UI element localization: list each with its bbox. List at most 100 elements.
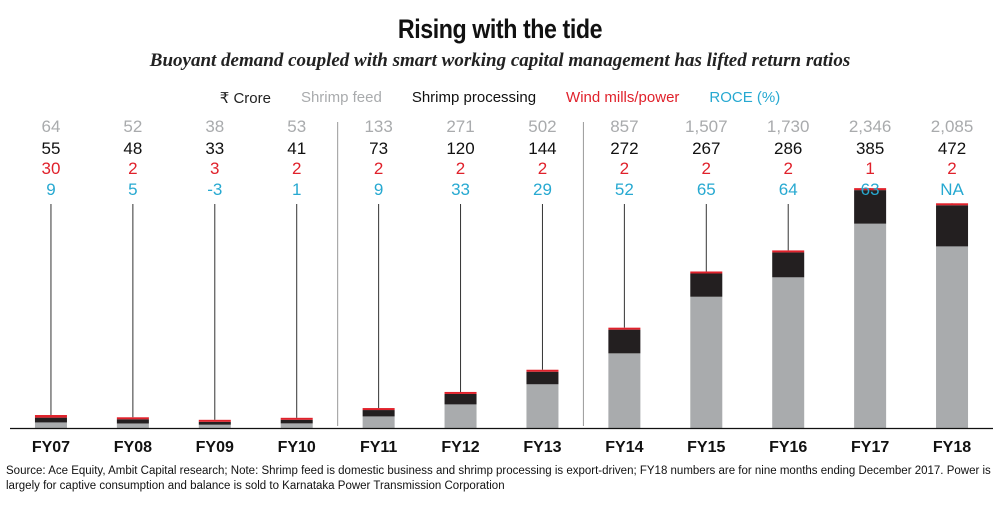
label-roce: 29: [533, 180, 552, 199]
label-shrimp-processing: 472: [938, 139, 966, 158]
label-shrimp-feed: 52: [123, 117, 142, 136]
legend-unit: ₹ Crore: [219, 90, 271, 107]
label-shrimp-feed: 2,346: [849, 117, 892, 136]
label-shrimp-feed: 38: [205, 117, 224, 136]
bar-shrimp-feed: [280, 423, 313, 428]
bar-wind-power: [34, 415, 67, 418]
bar-shrimp-feed: [116, 423, 149, 428]
x-tick-label: FY12: [441, 439, 479, 456]
bar-shrimp-feed: [526, 384, 559, 428]
label-wind-power: 2: [292, 159, 301, 178]
x-tick-label: FY07: [32, 439, 70, 456]
label-roce: 63: [861, 180, 880, 199]
bar-shrimp-feed: [936, 246, 969, 428]
label-roce: 64: [779, 180, 798, 199]
bar-wind-power: [854, 188, 887, 191]
label-shrimp-processing: 33: [205, 139, 224, 158]
bar-wind-power: [444, 391, 477, 394]
bar-shrimp-processing: [198, 421, 231, 425]
bar-wind-power: [772, 250, 805, 253]
label-roce: 9: [46, 180, 55, 199]
bar-shrimp-feed: [198, 424, 231, 428]
bar-shrimp-feed: [690, 296, 723, 428]
label-roce: 33: [451, 180, 470, 199]
x-tick-label: FY09: [196, 439, 234, 456]
x-tick-label: FY10: [278, 439, 316, 456]
label-shrimp-processing: 286: [774, 139, 802, 158]
label-shrimp-feed: 271: [446, 117, 474, 136]
bar-shrimp-feed: [608, 353, 641, 428]
label-roce: 1: [292, 180, 301, 199]
bar-shrimp-feed: [444, 404, 477, 428]
label-shrimp-processing: 48: [123, 139, 142, 158]
bar-shrimp-processing: [526, 371, 559, 385]
label-shrimp-feed: 857: [610, 117, 638, 136]
x-tick-label: FY14: [605, 439, 643, 456]
legend-wind-power: Wind mills/power: [566, 89, 680, 106]
label-shrimp-processing: 120: [446, 139, 474, 158]
bar-shrimp-processing: [362, 410, 395, 417]
legend-shrimp-processing: Shrimp processing: [411, 89, 537, 106]
bar-shrimp-processing: [854, 190, 887, 224]
label-shrimp-feed: 1,730: [767, 117, 810, 136]
label-wind-power: 2: [128, 159, 137, 178]
label-shrimp-processing: 272: [610, 139, 638, 158]
label-shrimp-processing: 55: [41, 139, 60, 158]
label-roce: 9: [374, 180, 383, 199]
legend: ₹ Crore Shrimp feed Shrimp processing Wi…: [0, 89, 1000, 107]
bar-shrimp-processing: [772, 252, 805, 278]
label-shrimp-feed: 502: [528, 117, 556, 136]
label-wind-power: 2: [620, 159, 629, 178]
label-roce: NA: [940, 180, 964, 199]
source-note: Source: Ace Equity, Ambit Capital resear…: [6, 465, 991, 492]
x-tick-label: FY16: [769, 439, 807, 456]
label-roce: 52: [615, 180, 634, 199]
bar-wind-power: [198, 419, 231, 422]
bar-shrimp-processing: [608, 329, 641, 354]
bar-shrimp-processing: [34, 417, 67, 423]
label-roce: 65: [697, 180, 716, 199]
bar-wind-power: [116, 417, 149, 420]
label-wind-power: 2: [947, 159, 956, 178]
label-wind-power: 2: [783, 159, 792, 178]
label-shrimp-processing: 73: [369, 139, 388, 158]
label-wind-power: 1: [865, 159, 874, 178]
chart-title: Rising with the tide: [397, 14, 603, 44]
bar-shrimp-processing: [280, 419, 313, 424]
label-shrimp-feed: 2,085: [931, 117, 974, 136]
bar-wind-power: [608, 327, 641, 330]
bar-shrimp-processing: [690, 273, 723, 297]
x-tick-label: FY08: [114, 439, 152, 456]
bar-shrimp-processing: [116, 419, 149, 424]
label-wind-power: 2: [702, 159, 711, 178]
label-wind-power: 2: [374, 159, 383, 178]
bar-wind-power: [936, 203, 969, 206]
bar-shrimp-feed: [34, 422, 67, 428]
label-wind-power: 30: [41, 159, 60, 178]
x-tick-label: FY17: [851, 439, 889, 456]
x-tick-label: FY13: [523, 439, 561, 456]
bar-shrimp-feed: [362, 416, 395, 428]
label-shrimp-feed: 53: [287, 117, 306, 136]
label-shrimp-processing: 267: [692, 139, 720, 158]
label-shrimp-feed: 133: [364, 117, 392, 136]
bar-shrimp-feed: [854, 223, 887, 428]
legend-shrimp-feed: Shrimp feed: [300, 89, 382, 106]
label-shrimp-processing: 385: [856, 139, 884, 158]
label-shrimp-feed: 64: [41, 117, 60, 136]
bar-wind-power: [280, 417, 313, 420]
label-roce: 5: [128, 180, 137, 199]
x-tick-label: FY18: [933, 439, 971, 456]
label-wind-power: 3: [210, 159, 219, 178]
bar-shrimp-feed: [772, 277, 805, 428]
label-wind-power: 2: [456, 159, 465, 178]
label-wind-power: 2: [538, 159, 547, 178]
bar-wind-power: [362, 408, 395, 411]
chart-subtitle: Buoyant demand coupled with smart workin…: [149, 50, 851, 71]
bar-shrimp-processing: [936, 205, 969, 247]
label-shrimp-feed: 1,507: [685, 117, 728, 136]
label-shrimp-processing: 41: [287, 139, 306, 158]
label-roce: -3: [207, 180, 222, 199]
legend-roce: ROCE (%): [709, 89, 781, 106]
